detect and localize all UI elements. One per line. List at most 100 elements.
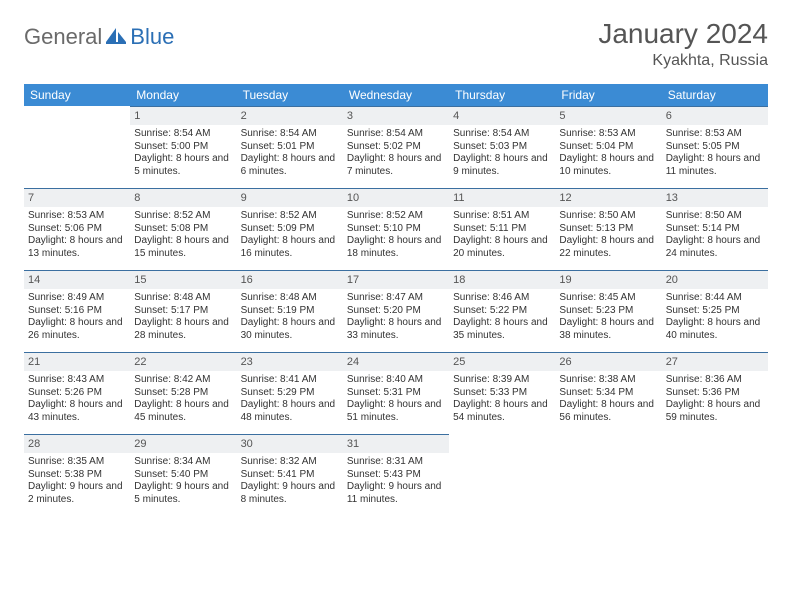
daylight-text: Daylight: 8 hours and 7 minutes.	[347, 153, 445, 178]
day-details: Sunrise: 8:50 AMSunset: 5:13 PMDaylight:…	[555, 207, 661, 264]
sunrise-text: Sunrise: 8:45 AM	[559, 292, 657, 305]
sunset-text: Sunset: 5:01 PM	[241, 141, 339, 154]
day-number: 11	[449, 188, 555, 207]
day-number: 18	[449, 270, 555, 289]
day-details: Sunrise: 8:36 AMSunset: 5:36 PMDaylight:…	[662, 371, 768, 428]
day-number: 28	[24, 434, 130, 453]
daylight-text: Daylight: 8 hours and 9 minutes.	[453, 153, 551, 178]
sunset-text: Sunset: 5:17 PM	[134, 305, 232, 318]
calendar-cell: 14Sunrise: 8:49 AMSunset: 5:16 PMDayligh…	[24, 270, 130, 352]
daylight-text: Daylight: 8 hours and 22 minutes.	[559, 235, 657, 260]
logo-text-general: General	[24, 24, 102, 50]
day-details: Sunrise: 8:51 AMSunset: 5:11 PMDaylight:…	[449, 207, 555, 264]
daylight-text: Daylight: 9 hours and 11 minutes.	[347, 481, 445, 506]
sunrise-text: Sunrise: 8:53 AM	[666, 128, 764, 141]
sunset-text: Sunset: 5:11 PM	[453, 223, 551, 236]
sunset-text: Sunset: 5:03 PM	[453, 141, 551, 154]
daylight-text: Daylight: 8 hours and 16 minutes.	[241, 235, 339, 260]
day-number: 6	[662, 106, 768, 125]
day-details: Sunrise: 8:52 AMSunset: 5:08 PMDaylight:…	[130, 207, 236, 264]
sunrise-text: Sunrise: 8:31 AM	[347, 456, 445, 469]
logo-text-blue: Blue	[130, 24, 174, 50]
day-number: 25	[449, 352, 555, 371]
day-number: 7	[24, 188, 130, 207]
daylight-text: Daylight: 8 hours and 59 minutes.	[666, 399, 764, 424]
day-details: Sunrise: 8:52 AMSunset: 5:10 PMDaylight:…	[343, 207, 449, 264]
daylight-text: Daylight: 8 hours and 30 minutes.	[241, 317, 339, 342]
day-details: Sunrise: 8:44 AMSunset: 5:25 PMDaylight:…	[662, 289, 768, 346]
calendar-week-row: 21Sunrise: 8:43 AMSunset: 5:26 PMDayligh…	[24, 352, 768, 434]
day-details: Sunrise: 8:42 AMSunset: 5:28 PMDaylight:…	[130, 371, 236, 428]
weekday-header: Friday	[555, 84, 661, 106]
sunset-text: Sunset: 5:14 PM	[666, 223, 764, 236]
calendar-cell: 20Sunrise: 8:44 AMSunset: 5:25 PMDayligh…	[662, 270, 768, 352]
daylight-text: Daylight: 8 hours and 15 minutes.	[134, 235, 232, 260]
sunset-text: Sunset: 5:43 PM	[347, 469, 445, 482]
sunset-text: Sunset: 5:16 PM	[28, 305, 126, 318]
sunrise-text: Sunrise: 8:52 AM	[134, 210, 232, 223]
daylight-text: Daylight: 8 hours and 28 minutes.	[134, 317, 232, 342]
weekday-header: Thursday	[449, 84, 555, 106]
weekday-header-row: Sunday Monday Tuesday Wednesday Thursday…	[24, 84, 768, 106]
calendar-cell: 29Sunrise: 8:34 AMSunset: 5:40 PMDayligh…	[130, 434, 236, 516]
calendar-week-row: 1Sunrise: 8:54 AMSunset: 5:00 PMDaylight…	[24, 106, 768, 188]
day-number: 1	[130, 106, 236, 125]
weekday-header: Monday	[130, 84, 236, 106]
day-number: 9	[237, 188, 343, 207]
day-number: 10	[343, 188, 449, 207]
calendar-cell: 12Sunrise: 8:50 AMSunset: 5:13 PMDayligh…	[555, 188, 661, 270]
sunrise-text: Sunrise: 8:36 AM	[666, 374, 764, 387]
day-details: Sunrise: 8:35 AMSunset: 5:38 PMDaylight:…	[24, 453, 130, 510]
day-number: 21	[24, 352, 130, 371]
day-number: 30	[237, 434, 343, 453]
sunrise-text: Sunrise: 8:54 AM	[347, 128, 445, 141]
sunrise-text: Sunrise: 8:32 AM	[241, 456, 339, 469]
day-details: Sunrise: 8:49 AMSunset: 5:16 PMDaylight:…	[24, 289, 130, 346]
calendar-cell: 22Sunrise: 8:42 AMSunset: 5:28 PMDayligh…	[130, 352, 236, 434]
calendar-cell: 2Sunrise: 8:54 AMSunset: 5:01 PMDaylight…	[237, 106, 343, 188]
page-title: January 2024	[598, 18, 768, 50]
calendar-cell: 11Sunrise: 8:51 AMSunset: 5:11 PMDayligh…	[449, 188, 555, 270]
logo: General Blue	[24, 18, 174, 50]
sunrise-text: Sunrise: 8:34 AM	[134, 456, 232, 469]
sunrise-text: Sunrise: 8:42 AM	[134, 374, 232, 387]
calendar-cell: 24Sunrise: 8:40 AMSunset: 5:31 PMDayligh…	[343, 352, 449, 434]
sunset-text: Sunset: 5:20 PM	[347, 305, 445, 318]
calendar-cell: 10Sunrise: 8:52 AMSunset: 5:10 PMDayligh…	[343, 188, 449, 270]
day-details: Sunrise: 8:48 AMSunset: 5:19 PMDaylight:…	[237, 289, 343, 346]
calendar-cell: 13Sunrise: 8:50 AMSunset: 5:14 PMDayligh…	[662, 188, 768, 270]
sunset-text: Sunset: 5:08 PM	[134, 223, 232, 236]
daylight-text: Daylight: 8 hours and 33 minutes.	[347, 317, 445, 342]
day-number: 8	[130, 188, 236, 207]
sunset-text: Sunset: 5:09 PM	[241, 223, 339, 236]
day-details: Sunrise: 8:46 AMSunset: 5:22 PMDaylight:…	[449, 289, 555, 346]
sunrise-text: Sunrise: 8:50 AM	[666, 210, 764, 223]
sunset-text: Sunset: 5:29 PM	[241, 387, 339, 400]
location: Kyakhta, Russia	[598, 52, 768, 70]
day-details: Sunrise: 8:54 AMSunset: 5:00 PMDaylight:…	[130, 125, 236, 182]
calendar-table: Sunday Monday Tuesday Wednesday Thursday…	[24, 84, 768, 516]
day-details: Sunrise: 8:48 AMSunset: 5:17 PMDaylight:…	[130, 289, 236, 346]
calendar-cell: 7Sunrise: 8:53 AMSunset: 5:06 PMDaylight…	[24, 188, 130, 270]
day-number: 5	[555, 106, 661, 125]
sunset-text: Sunset: 5:25 PM	[666, 305, 764, 318]
day-details: Sunrise: 8:34 AMSunset: 5:40 PMDaylight:…	[130, 453, 236, 510]
sunset-text: Sunset: 5:05 PM	[666, 141, 764, 154]
sunset-text: Sunset: 5:33 PM	[453, 387, 551, 400]
daylight-text: Daylight: 8 hours and 18 minutes.	[347, 235, 445, 260]
day-details: Sunrise: 8:53 AMSunset: 5:05 PMDaylight:…	[662, 125, 768, 182]
sunrise-text: Sunrise: 8:49 AM	[28, 292, 126, 305]
day-details: Sunrise: 8:47 AMSunset: 5:20 PMDaylight:…	[343, 289, 449, 346]
sunrise-text: Sunrise: 8:38 AM	[559, 374, 657, 387]
calendar-cell: 17Sunrise: 8:47 AMSunset: 5:20 PMDayligh…	[343, 270, 449, 352]
day-number: 15	[130, 270, 236, 289]
day-details: Sunrise: 8:53 AMSunset: 5:06 PMDaylight:…	[24, 207, 130, 264]
weekday-header: Tuesday	[237, 84, 343, 106]
sunset-text: Sunset: 5:31 PM	[347, 387, 445, 400]
calendar-cell: 8Sunrise: 8:52 AMSunset: 5:08 PMDaylight…	[130, 188, 236, 270]
sunset-text: Sunset: 5:04 PM	[559, 141, 657, 154]
daylight-text: Daylight: 8 hours and 40 minutes.	[666, 317, 764, 342]
day-details: Sunrise: 8:38 AMSunset: 5:34 PMDaylight:…	[555, 371, 661, 428]
sunrise-text: Sunrise: 8:39 AM	[453, 374, 551, 387]
calendar-cell: 21Sunrise: 8:43 AMSunset: 5:26 PMDayligh…	[24, 352, 130, 434]
